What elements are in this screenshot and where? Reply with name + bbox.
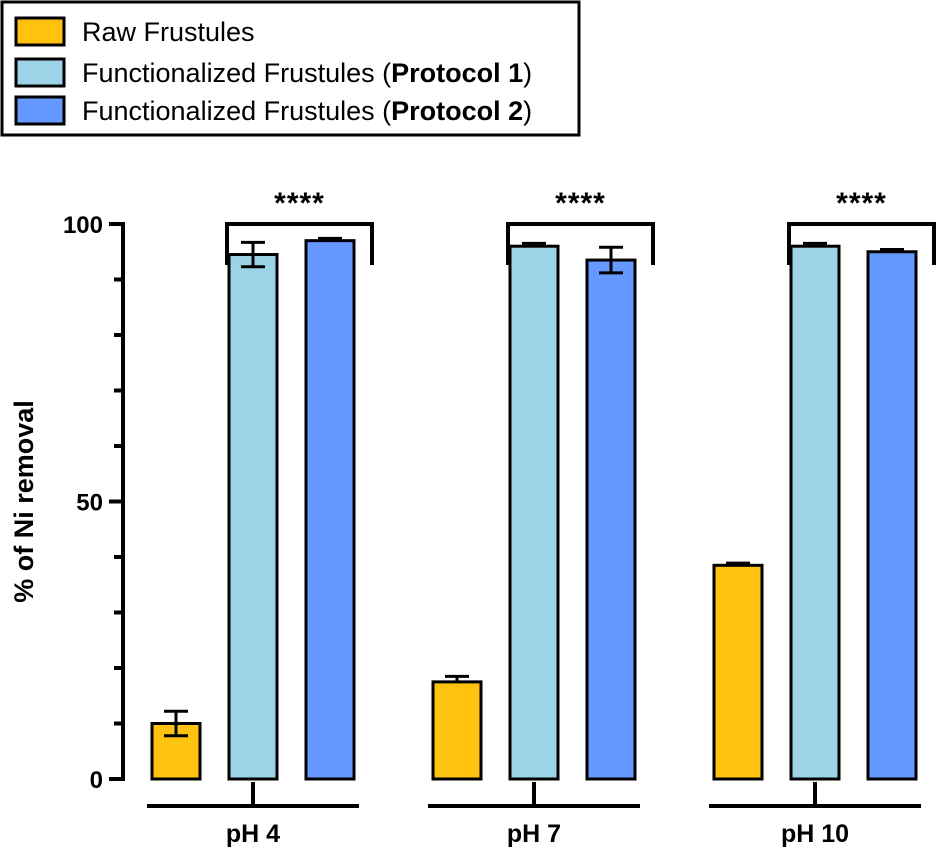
legend-entry-1: Raw Frustules: [82, 17, 255, 47]
significance-label: ****: [274, 187, 325, 220]
axes: 0 50 100 % of Ni removal pH 4 pH 7 pH 10: [9, 212, 921, 848]
bar-ph10-series-3: [866, 250, 918, 781]
bar-ph7-series-1: [431, 680, 483, 781]
y-axis-title: % of Ni removal: [9, 400, 39, 603]
group-label: pH 10: [781, 820, 849, 848]
legend-swatch-1: [14, 16, 66, 47]
bar-ph7-series-2: [508, 244, 560, 781]
group-label: pH 7: [507, 820, 561, 848]
y-tick-label: 50: [76, 490, 103, 517]
y-tick-label: 100: [63, 212, 103, 239]
y-tick-label: 0: [90, 767, 103, 794]
legend-swatch-2: [14, 57, 66, 88]
legend-swatch-3: [14, 95, 66, 126]
significance-label: ****: [555, 187, 606, 220]
bar-ph10-series-1: [712, 563, 764, 781]
significance-label: ****: [836, 187, 887, 220]
legend-entry-2: Functionalized Frustules (Protocol 1): [82, 58, 532, 88]
bar-ph4-series-3: [304, 239, 356, 781]
significance-brackets: **** **** ****: [225, 187, 936, 265]
significance-bracket: [787, 222, 936, 265]
group-label: pH 4: [226, 820, 280, 848]
legend-entry-3: Functionalized Frustules (Protocol 2): [82, 96, 532, 126]
legend-box: [0, 0, 581, 137]
legend: Raw Frustules Functionalized Frustules (P…: [0, 0, 581, 137]
bars: [150, 236, 918, 781]
significance-bracket: [506, 222, 655, 265]
bar-ph4-series-2: [227, 253, 279, 781]
bar-ph7-series-3: [585, 258, 637, 781]
bar-ph10-series-2: [789, 244, 841, 781]
significance-bracket: [225, 222, 374, 265]
